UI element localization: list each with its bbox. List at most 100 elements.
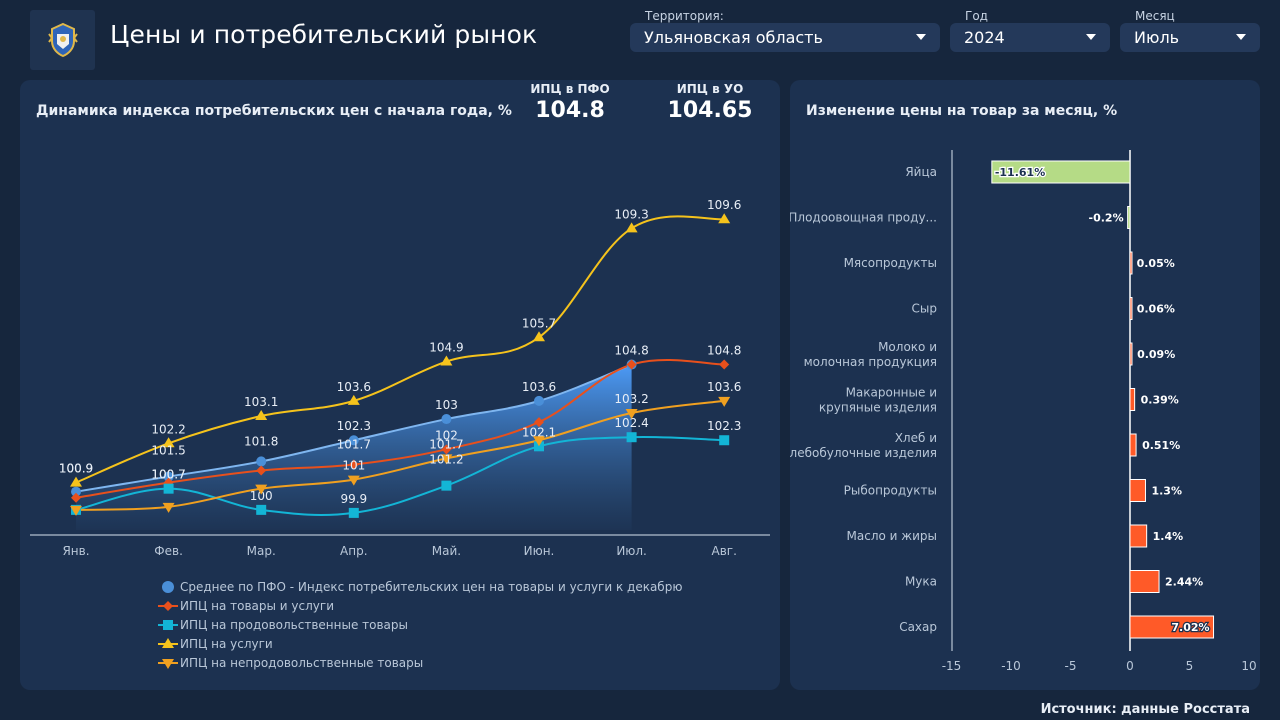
- data-point-marker: [533, 436, 545, 447]
- legend-marker: [162, 581, 174, 593]
- bar: [1129, 524, 1148, 548]
- bar: [1127, 206, 1131, 229]
- data-label: 103.6: [707, 380, 741, 394]
- x-tick-label: Мар.: [247, 544, 276, 558]
- data-label: 104.9: [429, 341, 463, 355]
- category-label: Масло и жиры: [847, 529, 937, 543]
- source-note: Источник: данные Росстата: [1040, 702, 1250, 717]
- x-tick-label: 5: [1186, 659, 1194, 673]
- category-label: Мука: [905, 575, 937, 589]
- year-select[interactable]: 2024: [950, 23, 1110, 52]
- data-label: 103.2: [614, 392, 648, 406]
- data-point-marker: [162, 437, 175, 448]
- data-label: 109.3: [614, 207, 648, 221]
- bar: [1129, 433, 1137, 457]
- data-label: 103.6: [337, 380, 371, 394]
- data-label: 101.2: [429, 453, 463, 467]
- data-label: 102.3: [707, 419, 741, 433]
- data-point-marker: [534, 395, 544, 406]
- data-point-marker: [719, 435, 730, 446]
- bar-value-label: 0.06%: [1137, 303, 1175, 316]
- cpi-line-chart: Янв. Фев. Мар. Апр. Май. Июн. Июл. Авг. 102.3 103…: [30, 198, 770, 670]
- bar-value-label: 2.44%: [1165, 576, 1203, 589]
- data-label: 104.8: [614, 344, 648, 358]
- bar: [1129, 388, 1136, 411]
- x-tick-label: -15: [942, 659, 962, 673]
- data-point-marker: [348, 507, 359, 518]
- month-label: Месяц: [1135, 9, 1175, 23]
- data-label: 102.3: [337, 419, 371, 433]
- bar: [1129, 251, 1133, 275]
- data-point-marker: [348, 459, 359, 470]
- chevron-down-icon: [1236, 34, 1246, 40]
- bar-value-label: -11.61%: [995, 166, 1045, 179]
- bar: [1129, 479, 1146, 502]
- coat-of-arms-icon: [47, 22, 78, 58]
- data-label: 100.9: [59, 462, 93, 476]
- data-label: 102.4: [614, 416, 648, 430]
- category-label: Сахар: [899, 620, 937, 634]
- data-point-marker: [534, 417, 544, 428]
- category-label: Рыбопродукты: [844, 484, 937, 498]
- x-tick-label: Фев.: [154, 544, 183, 558]
- category-label: Сыр: [912, 302, 937, 316]
- price-change-bar-chart: -15 -10 -5 0 5 10 Яйца -11.61% Плодоовощная прод…: [790, 150, 1257, 673]
- category-label: Яйца: [905, 165, 937, 179]
- data-label: 101.7: [337, 437, 371, 451]
- month-value: Июль: [1134, 28, 1180, 47]
- data-point-marker: [70, 476, 82, 487]
- legend-entry: ИПЦ на продовольственные товары: [180, 618, 408, 632]
- territory-label: Территория:: [645, 9, 724, 23]
- kpi-uo-label: ИПЦ в УО: [676, 82, 744, 96]
- x-tick-label: 0: [1126, 659, 1134, 673]
- data-point-marker: [71, 492, 81, 503]
- bar: [1129, 615, 1215, 639]
- data-point-marker: [256, 504, 267, 515]
- year-value: 2024: [964, 28, 1005, 47]
- data-point-marker: [71, 486, 81, 497]
- kpi-pfo-value: 104.8: [535, 98, 605, 123]
- data-label: 103.1: [244, 395, 278, 409]
- category-label: молочная продукция: [804, 355, 937, 369]
- logo: [30, 10, 95, 70]
- bar: [991, 160, 1131, 184]
- bar: [1129, 297, 1133, 320]
- bar: [1129, 342, 1133, 366]
- x-tick-label: Июн.: [524, 544, 555, 558]
- year-label: Год: [965, 9, 988, 23]
- x-tick-label: Апр.: [340, 544, 368, 558]
- data-label: 101: [342, 459, 365, 473]
- chevron-down-icon: [916, 34, 926, 40]
- data-point-marker: [256, 456, 267, 467]
- series-line: [75, 399, 725, 511]
- data-label: 109.6: [707, 198, 741, 212]
- series-line: [75, 215, 725, 484]
- data-label: 102: [435, 428, 458, 442]
- x-tick-label: Май.: [432, 544, 461, 558]
- data-point-marker: [256, 465, 267, 476]
- category-label: Молоко и: [878, 340, 937, 354]
- data-label: 101.7: [429, 437, 463, 451]
- data-point-marker: [163, 471, 174, 482]
- data-point-marker: [255, 410, 268, 421]
- territory-value: Ульяновская область: [644, 28, 823, 47]
- legend-marker: [162, 659, 174, 669]
- x-tick-label: -10: [1001, 659, 1021, 673]
- category-label: крупяные изделия: [819, 401, 937, 415]
- data-point-marker: [719, 359, 730, 370]
- cpi-dynamics-panel: Динамика индекса потребительских цен с н…: [20, 80, 780, 690]
- month-select[interactable]: Июль: [1120, 23, 1260, 52]
- bar-value-label: 1.4%: [1153, 530, 1184, 543]
- data-point-marker: [626, 359, 637, 370]
- data-label: 104.8: [707, 344, 741, 358]
- territory-select[interactable]: Ульяновская область: [630, 23, 940, 52]
- x-tick-label: Авг.: [711, 544, 736, 558]
- data-point-marker: [718, 213, 731, 224]
- legend-entry: ИПЦ на услуги: [180, 637, 273, 651]
- chevron-down-icon: [1086, 34, 1096, 40]
- legend-entry: ИПЦ на непродовольственные товары: [180, 656, 423, 670]
- data-point-marker: [70, 505, 82, 516]
- data-label: 100.9: [59, 462, 93, 476]
- data-point-marker: [348, 435, 359, 446]
- data-point-marker: [533, 331, 545, 342]
